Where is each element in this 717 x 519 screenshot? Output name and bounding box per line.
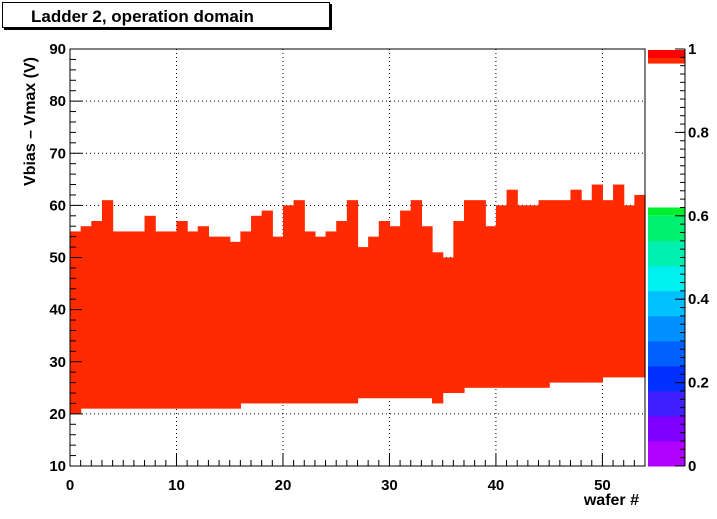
domain-bar bbox=[336, 221, 348, 404]
domain-bar bbox=[155, 231, 167, 409]
domain-bar bbox=[133, 231, 146, 409]
x-tick-label: 40 bbox=[488, 477, 505, 494]
domain-bar bbox=[91, 221, 103, 409]
domain-bar bbox=[304, 231, 316, 404]
domain-bar bbox=[602, 200, 614, 378]
y-tick-label: 80 bbox=[49, 93, 66, 110]
domain-bar bbox=[197, 226, 210, 409]
domain-bar bbox=[346, 200, 359, 404]
x-tick-label: 50 bbox=[594, 477, 611, 494]
domain-bar bbox=[591, 184, 604, 383]
color-scale-band bbox=[648, 265, 685, 292]
color-scale-band bbox=[648, 55, 685, 64]
domain-bar bbox=[400, 210, 412, 399]
domain-bar bbox=[517, 205, 529, 388]
domain-bar bbox=[101, 200, 114, 409]
y-tick-label: 20 bbox=[49, 406, 66, 423]
x-tick-label: 0 bbox=[66, 477, 74, 494]
domain-bar bbox=[421, 226, 433, 399]
domain-bar bbox=[368, 236, 380, 399]
domain-bar bbox=[559, 200, 572, 383]
color-scale-band bbox=[648, 50, 685, 58]
color-scale-band bbox=[648, 340, 685, 367]
domain-bar bbox=[432, 252, 444, 404]
x-tick-label: 20 bbox=[275, 477, 292, 494]
domain-bar bbox=[389, 226, 401, 399]
domain-bar bbox=[187, 231, 199, 409]
color-scale-band bbox=[648, 207, 685, 216]
domain-bar bbox=[453, 221, 465, 394]
domain-bar bbox=[634, 194, 646, 378]
domain-bar bbox=[495, 205, 508, 388]
domain-bar bbox=[581, 200, 593, 383]
domain-bar bbox=[623, 205, 635, 378]
y-axis-label: Vbias – Vmax (V) bbox=[22, 57, 39, 186]
color-scale-band bbox=[648, 365, 685, 392]
domain-bar bbox=[165, 231, 178, 409]
color-scale-label: 0.4 bbox=[688, 291, 710, 308]
domain-bar bbox=[463, 200, 476, 388]
x-axis-label: wafer # bbox=[583, 492, 639, 509]
domain-bar bbox=[80, 226, 92, 409]
domain-bar bbox=[378, 221, 391, 399]
domain-bar bbox=[357, 247, 369, 399]
color-scale-label: 1 bbox=[688, 41, 696, 58]
domain-bar bbox=[70, 231, 82, 414]
domain-bar bbox=[474, 200, 486, 388]
y-tick-label: 10 bbox=[49, 458, 66, 475]
domain-bar bbox=[272, 236, 284, 404]
domain-bar bbox=[538, 200, 550, 388]
domain-bar bbox=[485, 226, 497, 388]
domain-bar bbox=[549, 200, 561, 383]
domain-bar bbox=[176, 221, 188, 409]
domain-bar bbox=[229, 241, 241, 409]
chart-title-box: Ladder 2, operation domain bbox=[2, 2, 330, 28]
domain-bar bbox=[613, 184, 625, 378]
domain-bar bbox=[314, 236, 327, 404]
domain-bar bbox=[240, 231, 252, 404]
y-tick-label: 50 bbox=[49, 250, 66, 267]
domain-bar bbox=[208, 236, 220, 409]
x-tick-label: 10 bbox=[168, 477, 185, 494]
color-scale-label: 0.8 bbox=[688, 124, 709, 141]
color-scale-label: 0 bbox=[688, 458, 696, 475]
domain-bar bbox=[144, 215, 156, 409]
color-scale-band bbox=[648, 440, 685, 467]
chart-title: Ladder 2, operation domain bbox=[31, 7, 254, 26]
domain-bar bbox=[325, 231, 337, 404]
domain-bar bbox=[251, 215, 263, 404]
color-scale-band bbox=[648, 215, 685, 242]
y-tick-label: 40 bbox=[49, 302, 66, 319]
color-scale-label: 0.6 bbox=[688, 208, 709, 225]
color-scale-band bbox=[648, 415, 685, 442]
domain-bar bbox=[442, 257, 454, 394]
y-tick-label: 70 bbox=[49, 145, 66, 162]
domain-bar bbox=[282, 205, 295, 404]
domain-bar bbox=[506, 189, 518, 388]
domain-bar bbox=[261, 210, 273, 404]
color-scale-band bbox=[648, 290, 685, 317]
domain-bar bbox=[410, 200, 422, 399]
color-scale-label: 0.2 bbox=[688, 375, 709, 392]
domain-bar bbox=[123, 231, 135, 409]
color-scale-band bbox=[648, 315, 685, 342]
color-scale-band bbox=[648, 390, 685, 417]
domain-bar bbox=[293, 200, 305, 404]
color-scale-band bbox=[648, 240, 685, 267]
domain-bar bbox=[112, 231, 124, 409]
y-tick-label: 60 bbox=[49, 197, 66, 214]
domain-bar bbox=[527, 205, 540, 388]
domain-bar bbox=[219, 236, 231, 409]
x-tick-label: 30 bbox=[381, 477, 398, 494]
domain-bar bbox=[570, 189, 582, 383]
color-scale-bar: 0 0.2 0.4 0.6 0.8 1 bbox=[648, 41, 710, 475]
y-tick-label: 30 bbox=[49, 354, 66, 371]
domain-bars bbox=[70, 184, 646, 414]
y-tick-label: 90 bbox=[49, 41, 66, 58]
